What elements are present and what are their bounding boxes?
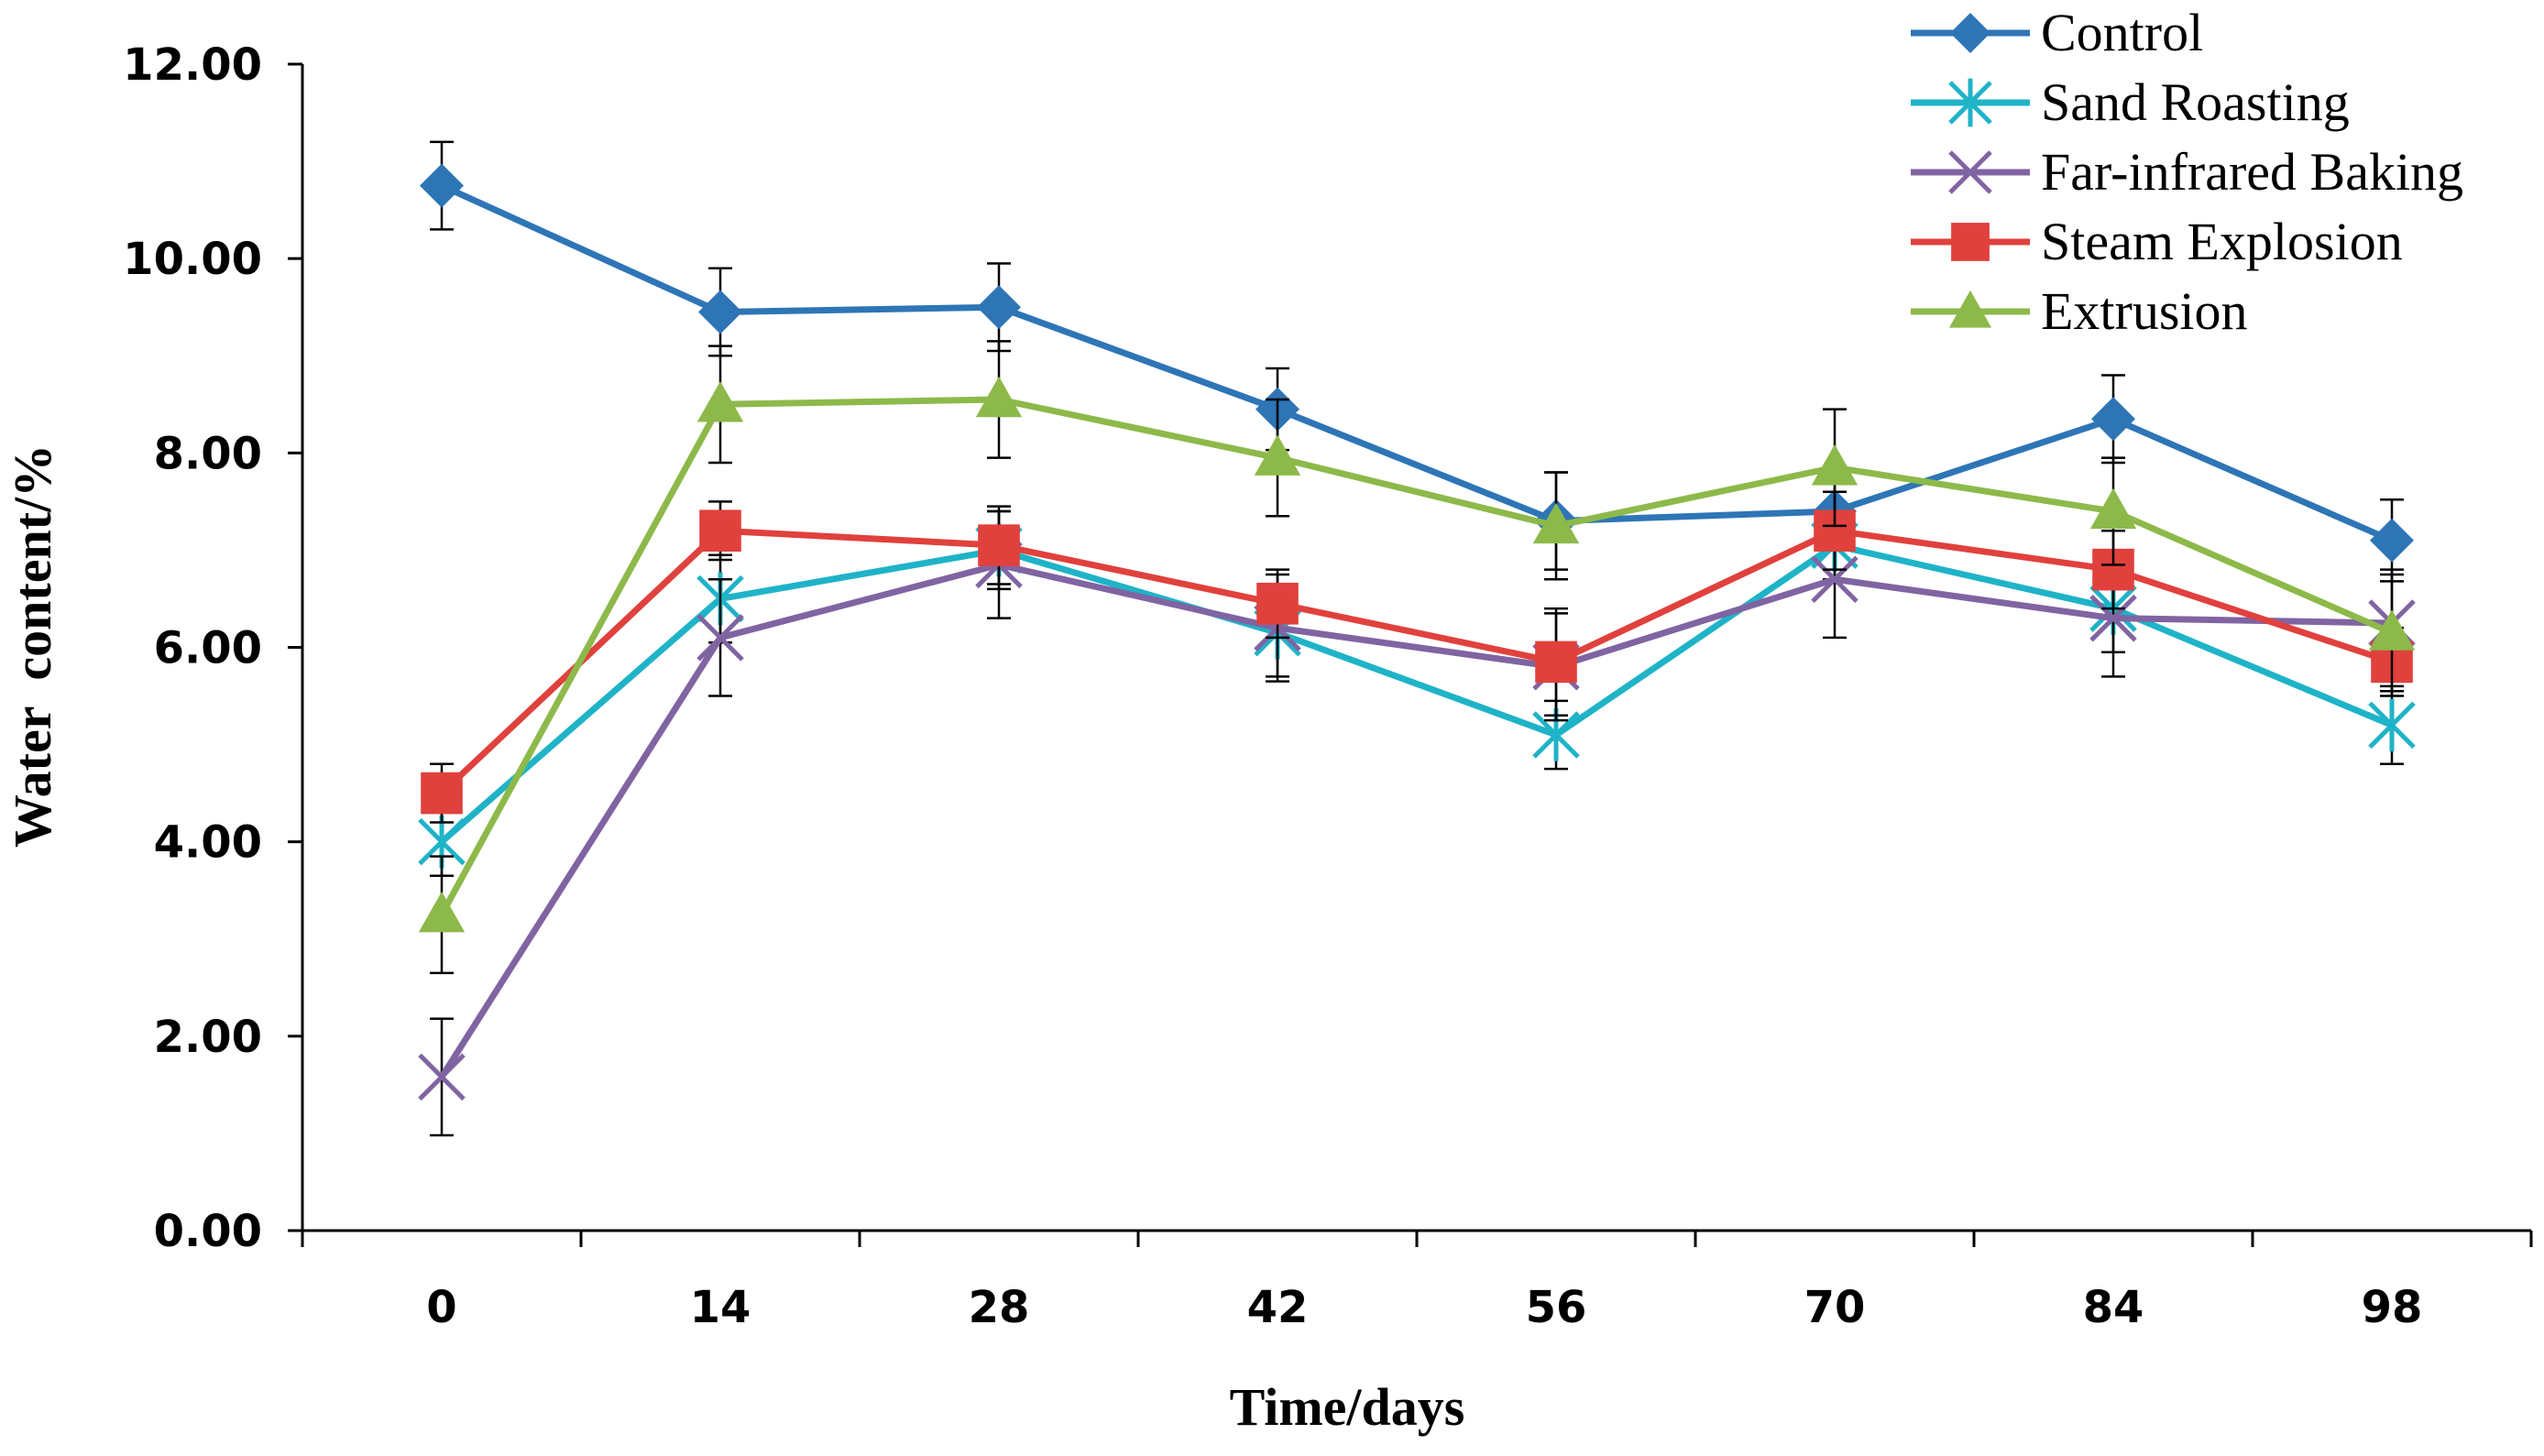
triangle-marker xyxy=(1811,444,1859,486)
legend-label: Sand Roasting xyxy=(2041,72,2350,132)
series-line xyxy=(438,396,2394,916)
data-point xyxy=(1811,555,1859,604)
triangle-marker xyxy=(1948,290,1992,328)
data-point xyxy=(418,892,466,933)
data-point xyxy=(2368,698,2416,752)
triangle-marker xyxy=(696,381,744,422)
square-marker xyxy=(699,509,741,552)
axes: 0.00 2.00 4.00 6.00 8.00 10.00 12.00 0 14 28 42 56 7… xyxy=(123,39,2533,1333)
diamond-marker xyxy=(698,290,742,334)
series-line xyxy=(439,561,2393,1079)
data-point xyxy=(1256,582,1299,625)
data-point xyxy=(696,614,744,662)
x-marker-stroke xyxy=(1811,555,1859,604)
triangle-marker xyxy=(2089,487,2137,530)
data-point xyxy=(1254,434,1301,476)
triangle-marker xyxy=(1532,502,1580,544)
data-point xyxy=(699,509,741,552)
legend-item-steam-explosion: Steam Explosion xyxy=(1911,212,2403,271)
legend: Control Sand Roasting Far-infrared Baking S… xyxy=(1911,3,2463,341)
y-tick-label: 2.00 xyxy=(154,1012,262,1063)
x-marker-stroke xyxy=(418,1053,466,1101)
y-tick-label: 12.00 xyxy=(123,39,262,91)
y-axis-title: Water content/% xyxy=(3,444,62,848)
data-point xyxy=(2089,594,2137,642)
legend-item-extrusion: Extrusion xyxy=(1911,281,2248,341)
data-point xyxy=(2370,518,2414,563)
data-point xyxy=(421,772,463,815)
data-point xyxy=(1811,444,1859,486)
x-tick-label: 56 xyxy=(1526,1282,1587,1333)
legend-label: Steam Explosion xyxy=(2041,212,2403,271)
x-tick-label: 84 xyxy=(2083,1282,2144,1333)
y-tick-label: 6.00 xyxy=(154,623,262,674)
legend-label: Far-infrared Baking xyxy=(2041,142,2463,202)
data-point xyxy=(975,376,1023,418)
y-tick-label: 0.00 xyxy=(154,1206,262,1257)
series-line xyxy=(440,182,2394,544)
x-marker-stroke xyxy=(2089,594,2137,642)
y-tick-label: 4.00 xyxy=(154,817,262,869)
triangle-marker xyxy=(1254,434,1301,476)
asterisk-marker xyxy=(2368,698,2416,752)
triangle-marker xyxy=(418,892,466,933)
legend-item-sand-roasting: Sand Roasting xyxy=(1911,72,2350,132)
legend-item-control: Control xyxy=(1911,3,2203,62)
series-far-infrared-baking xyxy=(418,509,2416,1137)
square-marker xyxy=(1256,582,1299,625)
data-point xyxy=(418,1053,466,1101)
x-marker-stroke xyxy=(1948,150,1992,194)
data-point xyxy=(2091,397,2135,442)
data-point xyxy=(1532,502,1580,544)
diamond-marker xyxy=(977,285,1021,330)
series-layer xyxy=(418,140,2416,1137)
series-line xyxy=(439,542,2394,845)
legend-label: Control xyxy=(2041,3,2203,62)
data-point xyxy=(2368,609,2416,651)
triangle-marker xyxy=(2368,609,2416,651)
asterisk-marker xyxy=(1948,78,1992,127)
x-marker xyxy=(2089,594,2137,642)
y-tick-label: 8.00 xyxy=(154,428,262,479)
x-tick-label: 98 xyxy=(2362,1282,2423,1333)
data-point xyxy=(1535,640,1577,684)
x-marker-stroke xyxy=(696,614,744,662)
series-line xyxy=(439,527,2394,796)
data-point xyxy=(978,524,1020,566)
legend-label: Extrusion xyxy=(2041,281,2248,341)
x-marker xyxy=(696,614,744,662)
diamond-marker xyxy=(420,163,464,208)
data-point xyxy=(977,285,1021,330)
x-marker xyxy=(418,1053,466,1101)
y-tick-label: 10.00 xyxy=(123,234,262,285)
data-point xyxy=(2089,487,2137,530)
square-marker xyxy=(421,772,463,815)
x-axis-title: Time/days xyxy=(1230,1377,1465,1437)
data-point xyxy=(696,381,744,422)
series-extrusion xyxy=(418,340,2416,975)
x-tick-label: 70 xyxy=(1804,1282,1866,1333)
square-marker xyxy=(1951,223,1990,261)
diamond-marker xyxy=(2370,518,2414,563)
x-marker xyxy=(1811,555,1859,604)
diamond-marker xyxy=(2091,397,2135,442)
x-tick-label: 0 xyxy=(426,1282,456,1333)
x-marker xyxy=(1948,150,1992,194)
data-point xyxy=(420,163,464,208)
x-tick-label: 42 xyxy=(1247,1282,1309,1333)
square-marker xyxy=(978,524,1020,566)
legend-item-far-infrared-baking: Far-infrared Baking xyxy=(1911,142,2463,202)
diamond-marker xyxy=(1950,13,1990,53)
triangle-marker xyxy=(975,376,1023,418)
data-point xyxy=(698,290,742,334)
x-tick-label: 14 xyxy=(690,1282,751,1333)
x-tick-label: 28 xyxy=(969,1282,1030,1333)
square-marker xyxy=(1535,640,1577,684)
